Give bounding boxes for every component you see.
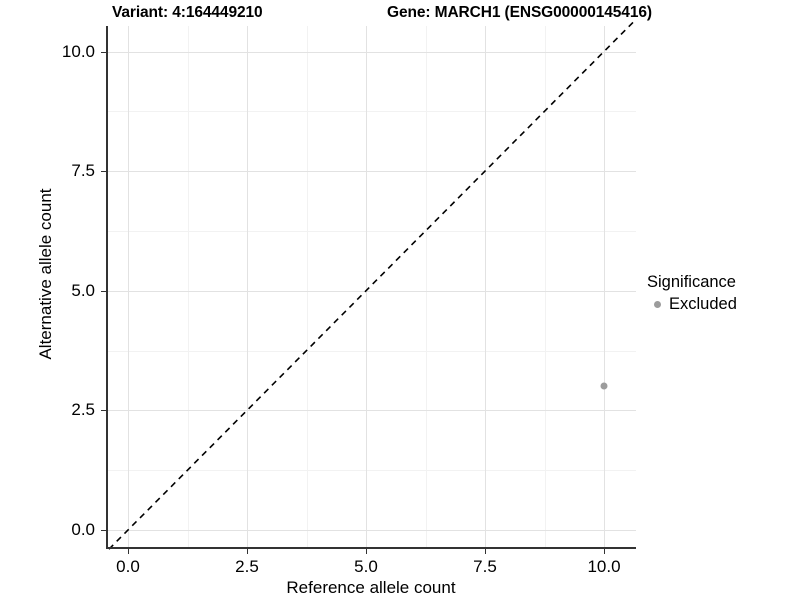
x-axis-title: Reference allele count bbox=[286, 578, 456, 597]
gridline bbox=[107, 111, 636, 113]
y-tick-label: 2.5 bbox=[71, 400, 95, 420]
gridline bbox=[247, 26, 248, 548]
y-axis-title: Alternative allele count bbox=[36, 188, 55, 360]
x-tick-label: 2.5 bbox=[235, 557, 259, 576]
reference-line bbox=[108, 19, 636, 550]
x-tick-label: 7.5 bbox=[473, 557, 497, 576]
y-tick-mark bbox=[101, 171, 106, 173]
gridline bbox=[107, 51, 636, 53]
gridline bbox=[107, 410, 636, 412]
y-tick-mark bbox=[101, 530, 106, 531]
legend-marker-icon bbox=[647, 294, 667, 314]
y-tick-label: 10.0 bbox=[61, 41, 95, 61]
legend: Significance Excluded bbox=[647, 272, 737, 314]
x-tick-mark bbox=[604, 549, 605, 554]
gridline bbox=[485, 26, 486, 548]
data-point bbox=[600, 382, 608, 390]
gridline bbox=[544, 26, 546, 548]
gridline bbox=[366, 26, 367, 548]
y-tick-mark bbox=[101, 290, 106, 292]
y-tick-mark bbox=[101, 410, 106, 412]
gridline bbox=[107, 171, 636, 173]
gridline bbox=[107, 470, 636, 472]
y-tick-label: 0.0 bbox=[71, 520, 95, 539]
y-axis-line bbox=[106, 26, 108, 549]
gridline bbox=[107, 290, 636, 292]
y-tick-label: 7.5 bbox=[71, 161, 95, 181]
chart-title-bar: Variant: 4:164449210 Gene: MARCH1 (ENSG0… bbox=[0, 0, 800, 28]
x-axis-line bbox=[106, 547, 636, 549]
x-tick-label: 10.0 bbox=[587, 557, 621, 576]
gridline bbox=[107, 230, 636, 232]
x-tick-mark bbox=[485, 549, 486, 554]
gridline bbox=[107, 530, 636, 531]
x-tick-mark bbox=[247, 549, 248, 554]
legend-entries: Excluded bbox=[647, 294, 737, 314]
plot-panel bbox=[107, 19, 636, 550]
gene-title: Gene: MARCH1 (ENSG00000145416) bbox=[387, 4, 652, 21]
x-tick-label: 0.0 bbox=[116, 557, 140, 576]
gridline bbox=[604, 26, 605, 548]
gridline bbox=[107, 350, 636, 352]
x-tick-label: 5.0 bbox=[354, 557, 378, 576]
variant-title: Variant: 4:164449210 bbox=[112, 4, 263, 21]
y-tick-mark bbox=[101, 51, 106, 53]
gridline bbox=[425, 26, 427, 548]
x-tick-mark bbox=[366, 549, 367, 554]
legend-swatch bbox=[653, 300, 661, 308]
legend-item[interactable]: Excluded bbox=[647, 294, 737, 314]
gridline bbox=[306, 26, 308, 548]
gridline bbox=[128, 26, 129, 548]
legend-title: Significance bbox=[647, 273, 736, 291]
y-tick-label: 5.0 bbox=[71, 280, 95, 300]
gridline bbox=[187, 26, 189, 548]
legend-item-label: Excluded bbox=[669, 295, 737, 313]
x-tick-mark bbox=[128, 549, 129, 554]
